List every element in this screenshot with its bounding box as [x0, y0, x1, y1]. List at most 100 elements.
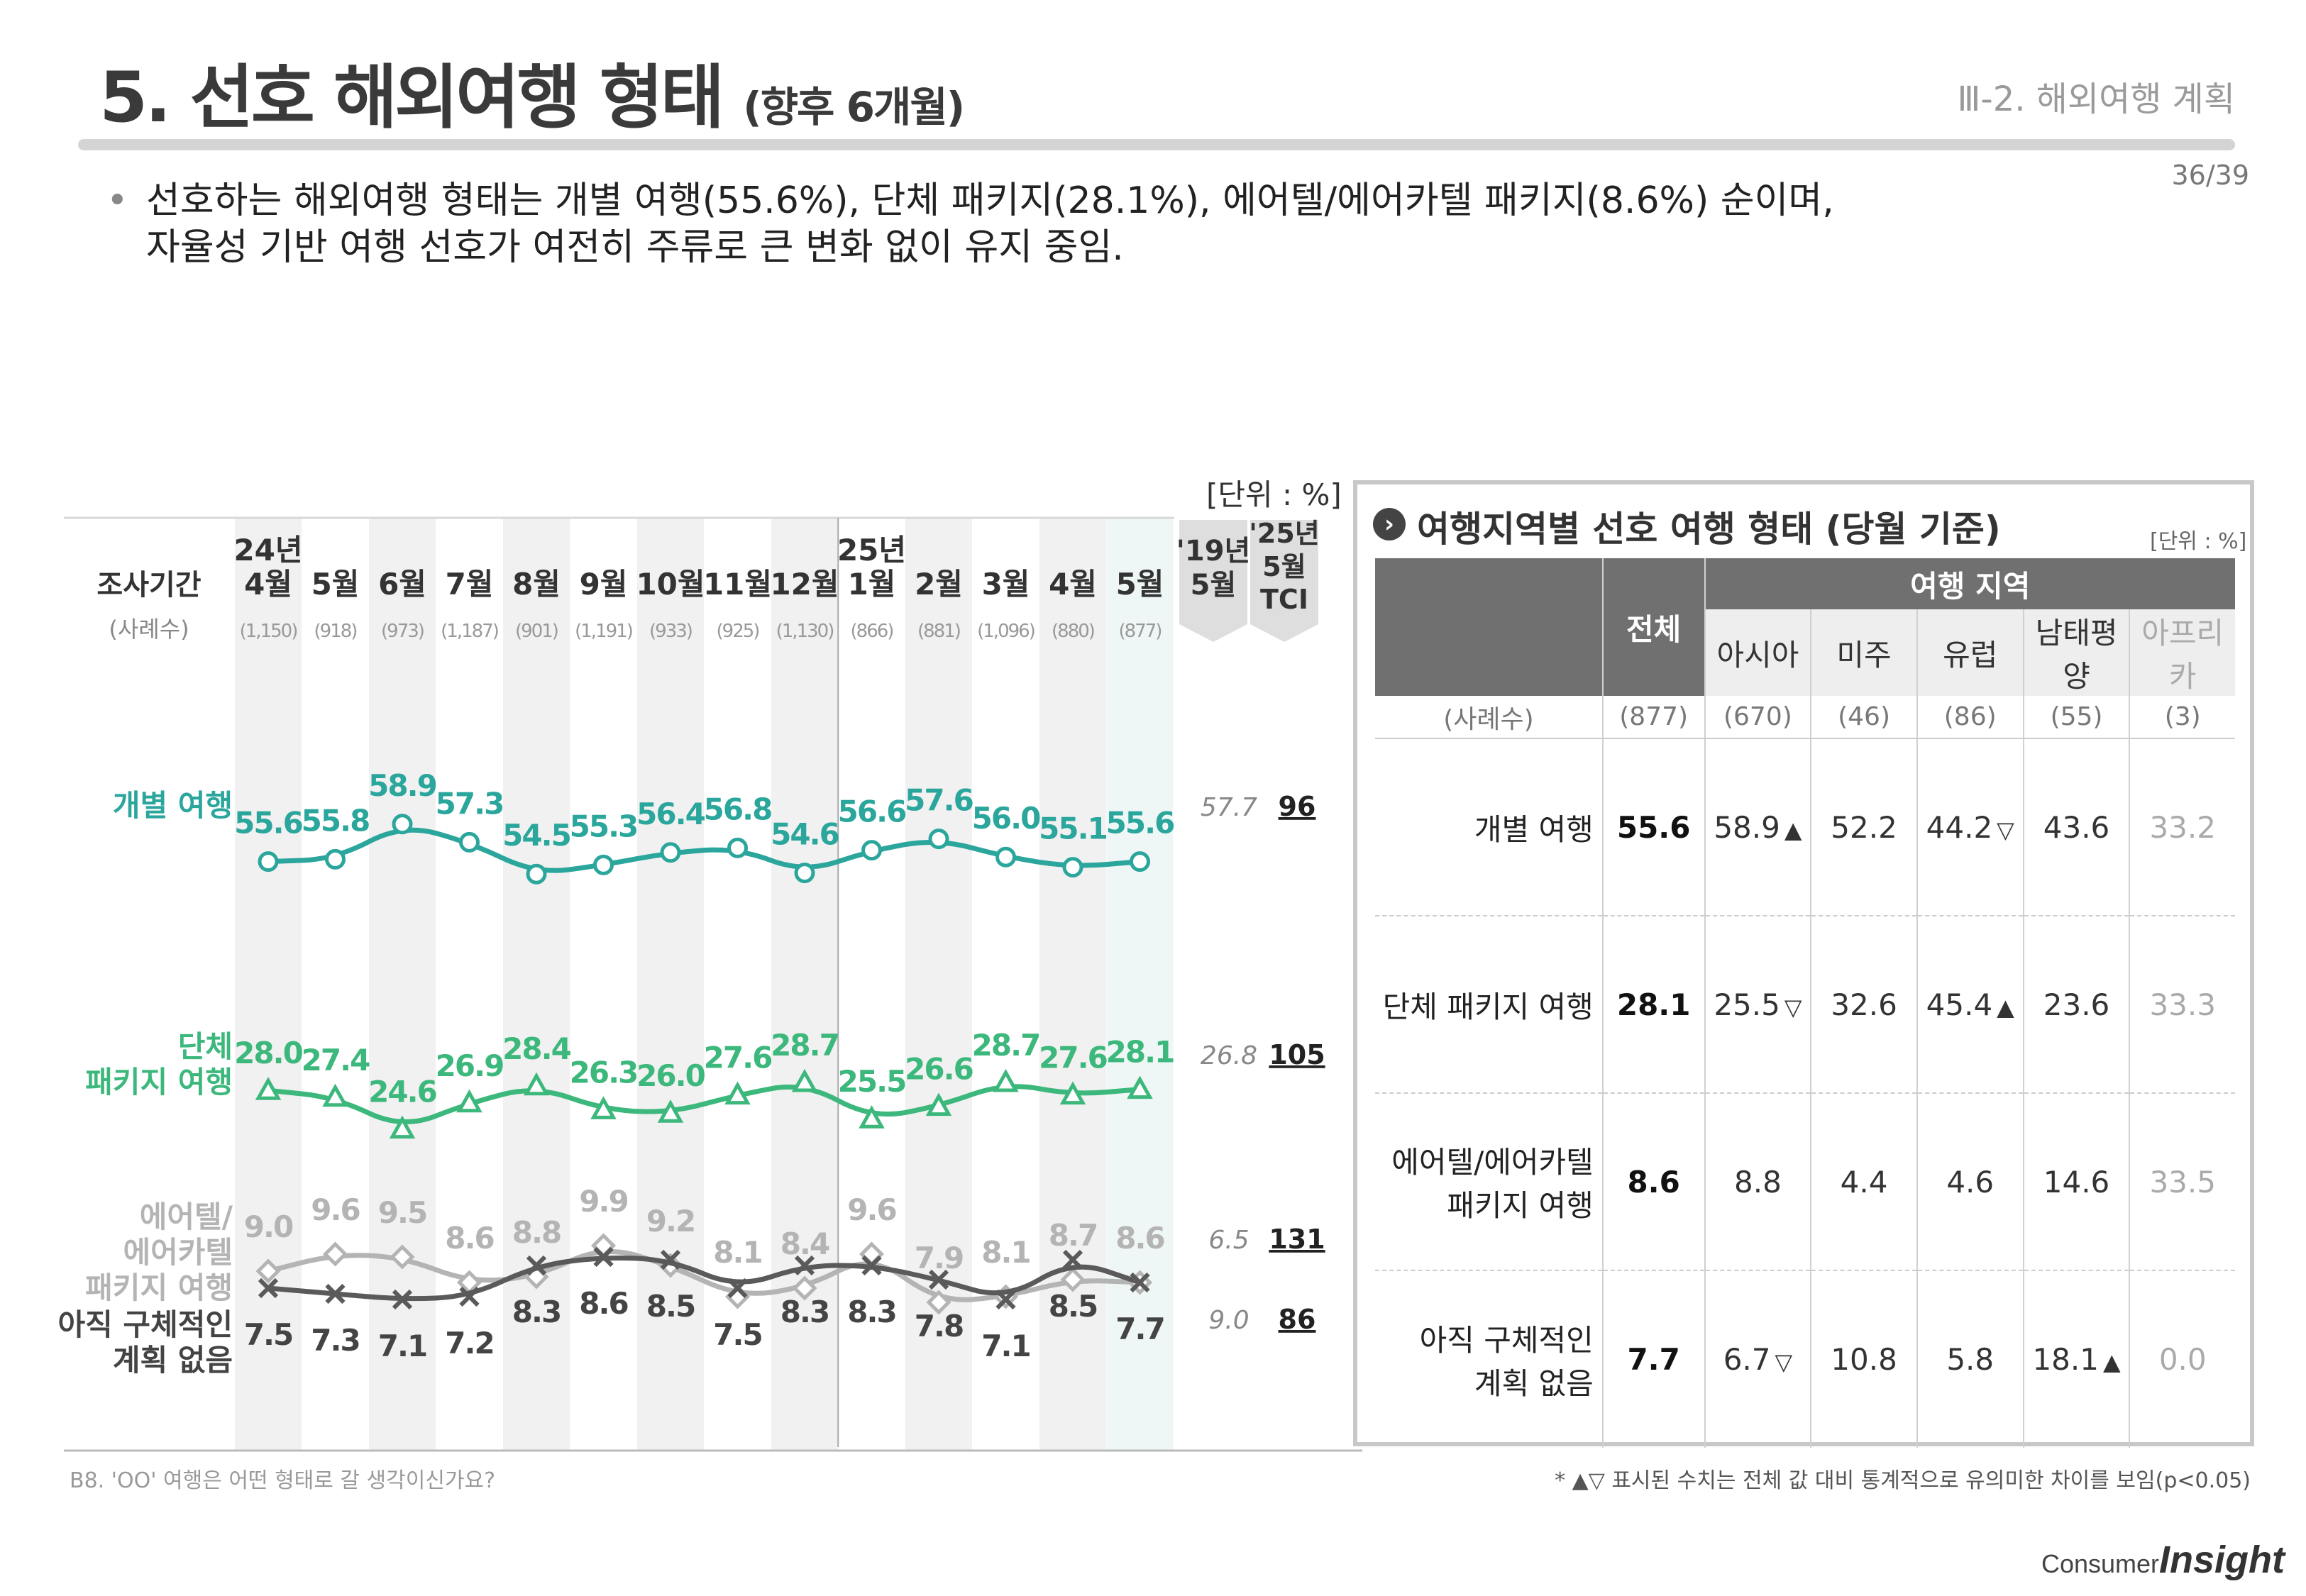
- row-value: 44.2 ▽: [1916, 738, 2024, 916]
- value-label: 7.7: [1115, 1312, 1164, 1346]
- value-label: 58.9: [368, 768, 436, 803]
- value-label: 57.6: [905, 783, 973, 818]
- data-point-triangle: [389, 1115, 416, 1139]
- title-divider: [78, 139, 2235, 150]
- value-label: 8.8: [512, 1215, 561, 1250]
- row-label-line: 개별 여행: [1474, 811, 1594, 847]
- ref-2019-value: 26.8: [1201, 1041, 1257, 1070]
- value-label: 28.7: [771, 1028, 839, 1063]
- data-point-triangle: [456, 1089, 482, 1113]
- ref-2019-value: 57.7: [1201, 793, 1257, 822]
- series-label: 단체: [178, 1029, 233, 1064]
- count-header-label: (사례수): [109, 616, 189, 643]
- cell-value: 5.8: [1946, 1342, 1995, 1377]
- data-point-circle: [593, 854, 614, 875]
- value-label: 8.3: [780, 1295, 829, 1329]
- data-point-x: [459, 1286, 480, 1307]
- period-count: (1,187): [441, 621, 498, 642]
- ref-col-tci-tab: [1250, 520, 1318, 642]
- data-point-triangle: [859, 1105, 885, 1129]
- row-label-line: 에어텔/에어카텔: [1391, 1145, 1594, 1180]
- data-point-circle: [660, 842, 681, 863]
- data-point-triangle: [523, 1072, 550, 1096]
- value-label: 56.8: [704, 792, 772, 826]
- tci-value: 86: [1279, 1304, 1316, 1335]
- period-month: 3월: [982, 567, 1030, 602]
- region-count: (670): [1704, 696, 1811, 739]
- data-point-triangle: [993, 1068, 1019, 1092]
- ref-2019-value: 9.0: [1208, 1306, 1249, 1335]
- row-value: 33.5: [2129, 1093, 2235, 1271]
- period-count: (901): [515, 621, 558, 642]
- row-label-line: 패키지 여행: [1447, 1188, 1594, 1223]
- region-count: (55): [2022, 696, 2130, 739]
- data-point-x: [794, 1255, 815, 1276]
- data-point-triangle: [791, 1068, 818, 1092]
- data-point-diamond: [390, 1244, 415, 1270]
- data-point-x: [1130, 1272, 1150, 1293]
- page-number: 36/39: [2171, 160, 2249, 191]
- column-shade: [1039, 518, 1106, 1451]
- cell-value: 43.6: [2043, 809, 2110, 845]
- region-table: 전체 여행 지역 아시아 미주 유럽 남태평양 아프리카 (사례수) (877) (670) (46…: [1375, 558, 2235, 1448]
- data-point-diamond: [792, 1275, 817, 1301]
- ref-2019-month: 5월: [1191, 569, 1237, 602]
- row-value: 18.1 ▲: [2022, 1270, 2130, 1448]
- panel-unit-label: [단위 : %]: [2150, 529, 2247, 554]
- cell-value: 8.8: [1734, 1164, 1782, 1199]
- row-value: 4.6: [1916, 1093, 2024, 1271]
- value-label: 7.1: [378, 1329, 426, 1363]
- row-total: 7.7: [1601, 1270, 1705, 1448]
- value-label: 27.4: [302, 1043, 370, 1077]
- value-label: 8.4: [780, 1226, 829, 1261]
- value-label: 8.6: [445, 1221, 493, 1256]
- row-value: 32.6: [1810, 916, 1917, 1094]
- value-label: 28.1: [1106, 1035, 1174, 1070]
- cell-value: 25.5: [1714, 987, 1780, 1022]
- value-label: 7.5: [244, 1317, 292, 1352]
- cell-value: 6.7: [1723, 1342, 1771, 1377]
- data-point-x: [1062, 1249, 1083, 1270]
- series-label: 패키지 여행: [85, 1065, 233, 1099]
- row-total: 28.1: [1601, 916, 1705, 1094]
- period-month: 12월: [770, 567, 839, 602]
- row-value: 45.4 ▲: [1916, 916, 2024, 1094]
- value-label: 28.7: [972, 1028, 1040, 1063]
- region-count: (46): [1810, 696, 1917, 739]
- period-count: (880): [1052, 621, 1094, 642]
- cell-value: 23.6: [2043, 987, 2110, 1022]
- value-label: 57.3: [436, 786, 504, 821]
- value-label: 8.6: [579, 1286, 627, 1321]
- value-label: 28.4: [502, 1031, 570, 1066]
- column-shade: [235, 518, 302, 1451]
- cell-value: 45.4: [1926, 987, 1993, 1022]
- data-point-triangle: [322, 1083, 348, 1107]
- section-label: Ⅲ-2. 해외여행 계획: [1957, 79, 2235, 119]
- period-month: 5월: [311, 567, 360, 602]
- cell-value: 33.2: [2149, 809, 2216, 845]
- page-title: 5. 선호 해외여행 형태 (향후 6개월): [99, 41, 965, 142]
- page-title-sub: (향후 6개월): [743, 83, 965, 131]
- row-value: 4.4: [1810, 1093, 1917, 1271]
- cell-value: 58.9: [1714, 809, 1780, 845]
- cell-value: 32.6: [1831, 987, 1897, 1022]
- data-point-circle: [459, 831, 480, 853]
- region-count: (86): [1916, 696, 2024, 739]
- row-value: 25.5 ▽: [1704, 916, 1811, 1094]
- data-point-diamond: [255, 1258, 281, 1284]
- value-label: 8.7: [1049, 1218, 1097, 1253]
- value-label: 55.6: [234, 806, 302, 841]
- logo-main: Insight: [2159, 1539, 2285, 1581]
- data-point-triangle: [1059, 1081, 1086, 1105]
- region-name-1: 아시아: [1704, 609, 1811, 696]
- table-corner-cell: [1375, 558, 1603, 696]
- cell-value: 33.3: [2149, 987, 2216, 1022]
- tci-value: 131: [1269, 1224, 1325, 1255]
- row-value: 6.7 ▽: [1704, 1270, 1811, 1448]
- region-name-4: 남태평양: [2022, 609, 2130, 696]
- value-label: 26.0: [636, 1058, 705, 1093]
- data-point-x: [593, 1246, 614, 1268]
- down-triangle-icon: ▽: [1784, 993, 1802, 1021]
- row-value: 10.8: [1810, 1270, 1917, 1448]
- series-label: 계획 없음: [113, 1343, 233, 1378]
